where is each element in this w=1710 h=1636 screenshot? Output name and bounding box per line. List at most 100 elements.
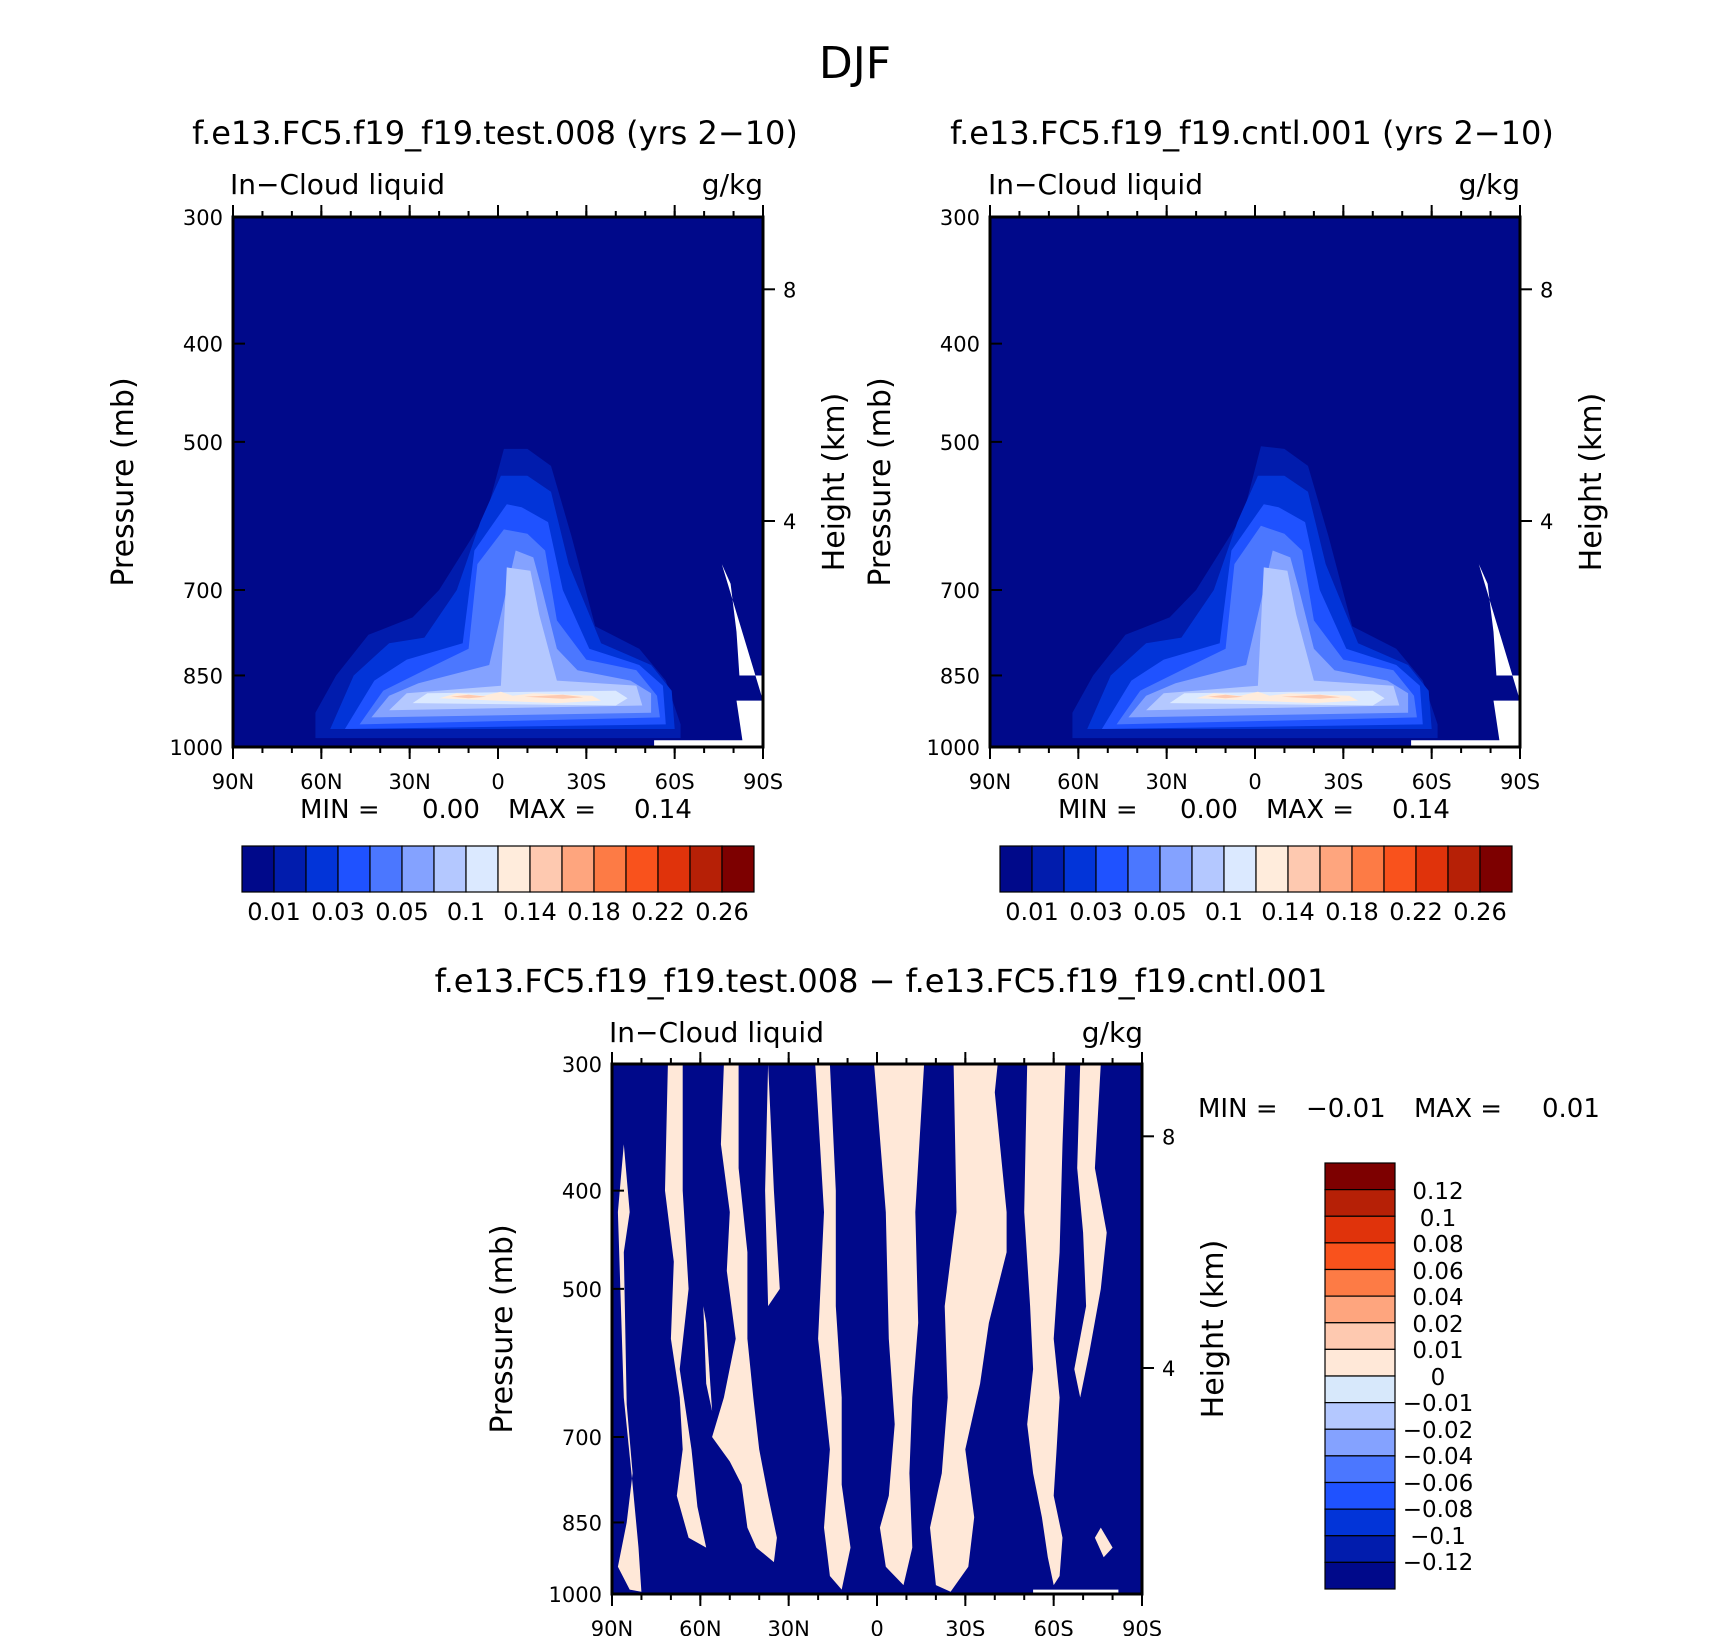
colorbar-label: 0.1 <box>1420 1206 1457 1232</box>
contour-fill <box>524 694 584 699</box>
contour-fill <box>712 1064 777 1563</box>
max-label: MAX = <box>508 795 596 825</box>
axis-ticks: 300 400 500 700 850 1000 90N 60N 30N 0 30S 60S 90S 8 4 <box>549 1052 1175 1636</box>
x-tick-label: 90S <box>1500 770 1540 794</box>
panel-title: f.e13.FC5.f19_f19.test.008 (yrs 2−10) <box>192 114 798 152</box>
contour-fill <box>874 1064 925 1586</box>
panel-unit-label: g/kg <box>1082 1016 1143 1049</box>
colorbar-swatch <box>337 845 371 893</box>
panel-left-label: In−Cloud liquid <box>230 168 445 201</box>
colorbar-swatch <box>433 845 467 893</box>
missing-data-layer <box>654 564 763 747</box>
x-tick-label: 90S <box>743 770 783 794</box>
x-tick-label: 60N <box>300 770 342 794</box>
y2-axis-label: Height (km) <box>1574 393 1609 572</box>
y-tick-label: 400 <box>183 333 223 357</box>
colorbar-swatch <box>1351 845 1385 893</box>
colorbar-label: 0.08 <box>1412 1232 1463 1258</box>
y-tick-label: 300 <box>183 206 223 230</box>
colorbar-swatch <box>1324 1561 1396 1590</box>
contour-fill <box>1146 567 1400 711</box>
colorbar-label: 0.12 <box>1412 1179 1463 1205</box>
panel-unit-label: g/kg <box>702 168 763 201</box>
max-value: 0.14 <box>634 795 692 825</box>
colorbar-swatch <box>465 845 499 893</box>
contour-layer <box>315 448 681 739</box>
x-tick-label: 0 <box>1248 770 1261 794</box>
contour-fill <box>389 567 643 711</box>
colorbar-label: 0.06 <box>1412 1259 1463 1285</box>
x-tick-label: 90N <box>591 1617 633 1636</box>
x-tick-label: 90N <box>212 770 254 794</box>
colorbar-label: 0.26 <box>1453 898 1506 926</box>
y-tick-label: 1000 <box>170 736 223 760</box>
y-tick-label: 400 <box>562 1180 602 1204</box>
y-tick-label: 400 <box>940 333 980 357</box>
contour-layer <box>617 1064 1113 1592</box>
missing-data-region <box>1411 564 1520 747</box>
contour-fill <box>1207 694 1244 699</box>
y-axis-label: Pressure (mb) <box>106 377 141 586</box>
colorbar-label: 0.26 <box>695 898 748 926</box>
colorbar-swatch <box>1324 1268 1396 1297</box>
colorbar-swatch <box>593 845 627 893</box>
contour-fill <box>1094 1527 1113 1558</box>
colorbar-label: −0.01 <box>1403 1391 1473 1417</box>
max-value: 0.01 <box>1542 1094 1600 1124</box>
colorbar-label: 0.01 <box>247 898 300 926</box>
y-axis-label: Pressure (mb) <box>863 377 898 586</box>
y-tick-label: 850 <box>183 664 223 688</box>
x-tick-label: 30N <box>388 770 430 794</box>
x-tick-label: 30S <box>566 770 606 794</box>
contour-fill <box>1074 1064 1107 1398</box>
y-tick-label: 1000 <box>927 736 980 760</box>
colorbar-label: 0.02 <box>1412 1312 1463 1338</box>
colorbar-label: 0.18 <box>567 898 620 926</box>
y2-tick-label: 8 <box>1162 1125 1175 1149</box>
colorbar-label: −0.02 <box>1403 1418 1473 1444</box>
y-axis-label: Pressure (mb) <box>485 1224 520 1433</box>
y-tick-label: 700 <box>562 1426 602 1450</box>
x-tick-label: 60N <box>1057 770 1099 794</box>
colorbar-swatch <box>1324 1535 1396 1563</box>
colorbar <box>999 845 1513 893</box>
contour-fill <box>665 1064 707 1548</box>
colorbar-label: −0.08 <box>1403 1497 1473 1523</box>
colorbar-swatch <box>561 845 595 893</box>
contour-fill <box>439 691 602 704</box>
min-label: MIN = <box>1198 1094 1278 1124</box>
colorbar-label: 0.18 <box>1325 898 1378 926</box>
x-tick-label: 0 <box>870 1617 883 1636</box>
colorbar-label: −0.1 <box>1410 1524 1466 1550</box>
axis-ticks: 300 400 500 700 850 1000 90N 60N 30N 0 30S 60S 90S 8 4 <box>170 205 796 794</box>
y-tick-label: 700 <box>183 579 223 603</box>
min-value: 0.00 <box>1180 795 1238 825</box>
y-tick-label: 850 <box>562 1511 602 1535</box>
figure-title: DJF <box>819 38 891 89</box>
y-tick-label: 500 <box>940 431 980 455</box>
colorbar <box>241 845 755 893</box>
colorbar-swatch <box>1319 845 1353 893</box>
missing-data-layer <box>1411 564 1520 747</box>
min-value: −0.01 <box>1306 1094 1386 1124</box>
colorbar-label: 0.22 <box>1389 898 1442 926</box>
colorbar-swatch <box>689 845 723 893</box>
colorbar-swatch <box>1324 1162 1396 1191</box>
panel-test: f.e13.FC5.f19_f19.test.008 (yrs 2−10) In… <box>106 114 852 926</box>
x-tick-label: 30S <box>945 1617 985 1636</box>
colorbar-swatch <box>1324 1322 1396 1350</box>
colorbar-swatch <box>1324 1481 1396 1510</box>
colorbar-label: 0.04 <box>1412 1285 1463 1311</box>
missing-data-region <box>654 564 763 747</box>
panel-unit-label: g/kg <box>1459 168 1520 201</box>
panel-control: f.e13.FC5.f19_f19.cntl.001 (yrs 2−10) In… <box>863 114 1609 926</box>
colorbar-swatch <box>305 845 339 893</box>
min-label: MIN = <box>300 795 380 825</box>
contour-fill <box>765 1064 780 1307</box>
contour-layer <box>1072 446 1438 739</box>
plot-area <box>233 217 763 747</box>
contour-fill <box>1281 694 1341 699</box>
colorbar-swatch <box>1324 1508 1396 1537</box>
contour-fill <box>930 1064 1007 1592</box>
contour-fill <box>617 1144 642 1592</box>
